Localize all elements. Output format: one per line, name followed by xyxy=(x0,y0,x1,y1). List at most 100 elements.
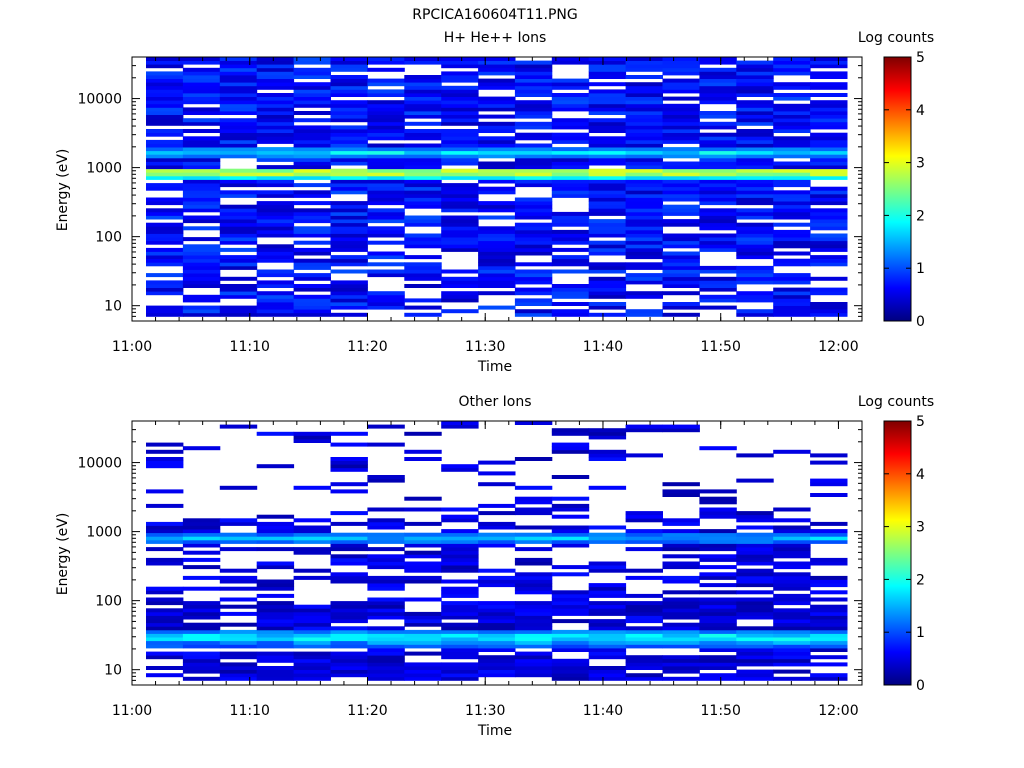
heatmap-cell xyxy=(625,276,663,281)
heatmap-cell xyxy=(662,193,700,198)
heatmap-cell xyxy=(699,640,737,645)
heatmap-cell xyxy=(293,118,331,123)
heatmap-cell xyxy=(810,165,848,170)
heatmap-cell xyxy=(441,183,479,188)
colorbar-tick-label: 4 xyxy=(916,467,925,483)
heatmap-cell xyxy=(146,633,184,638)
heatmap-cell xyxy=(478,175,516,180)
heatmap-cell xyxy=(182,139,221,144)
x-tick-label: 11:00 xyxy=(112,703,152,719)
heatmap-cell xyxy=(699,298,737,303)
heatmap-cell xyxy=(256,529,295,534)
heatmap-cell xyxy=(219,96,258,101)
heatmap-cell xyxy=(146,655,184,660)
heatmap-cell xyxy=(588,485,627,490)
heatmap-cell xyxy=(662,211,700,216)
heatmap-cell xyxy=(514,262,553,267)
heatmap-cell xyxy=(699,294,737,299)
heatmap-cell xyxy=(293,82,331,87)
heatmap-cell xyxy=(182,197,221,202)
heatmap-cell xyxy=(736,161,774,166)
heatmap-cell xyxy=(551,154,590,159)
heatmap-cell xyxy=(625,255,663,260)
heatmap-cell xyxy=(441,208,479,213)
heatmap-cell xyxy=(478,190,516,195)
heatmap-cell xyxy=(625,139,663,144)
heatmap-cell xyxy=(293,547,331,552)
heatmap-cell xyxy=(699,276,737,281)
heatmap-cell xyxy=(810,111,848,115)
heatmap-cell xyxy=(146,640,184,645)
heatmap-cell xyxy=(588,622,627,627)
heatmap-cell xyxy=(662,539,700,544)
heatmap-cell xyxy=(588,626,627,631)
heatmap-cell xyxy=(404,186,442,191)
heatmap-cell xyxy=(146,103,184,108)
heatmap-cell xyxy=(256,637,295,642)
heatmap-cell xyxy=(736,514,774,519)
heatmap-cell xyxy=(441,237,479,242)
heatmap-cell xyxy=(773,168,811,173)
heatmap-cell xyxy=(551,676,590,681)
heatmap-cell xyxy=(404,449,442,454)
heatmap-cell xyxy=(736,168,774,173)
heatmap-cell xyxy=(367,93,405,97)
heatmap-cell xyxy=(256,644,295,649)
heatmap-cell xyxy=(736,550,774,555)
heatmap-cell xyxy=(736,190,774,195)
heatmap-cell xyxy=(441,168,479,173)
heatmap-cell xyxy=(625,615,663,620)
heatmap-cell xyxy=(330,67,368,72)
heatmap-cell xyxy=(441,640,479,645)
heatmap-cell xyxy=(736,532,774,537)
heatmap-cell xyxy=(514,608,553,613)
heatmap-cell xyxy=(182,118,221,123)
heatmap-cell xyxy=(810,139,848,144)
heatmap-cell xyxy=(182,615,221,620)
heatmap-cell xyxy=(441,644,479,649)
heatmap-cell xyxy=(330,57,368,61)
heatmap-cell xyxy=(662,608,700,613)
heatmap-cell xyxy=(146,215,184,220)
heatmap-cell xyxy=(367,132,405,137)
heatmap-cell xyxy=(330,464,368,469)
heatmap-cell xyxy=(367,60,405,65)
heatmap-cell xyxy=(625,608,663,613)
heatmap-cell xyxy=(662,96,700,101)
heatmap-cell xyxy=(219,139,258,144)
heatmap-cell xyxy=(293,183,331,188)
heatmap-cell xyxy=(478,226,516,231)
heatmap-cell xyxy=(551,302,590,306)
heatmap-cell xyxy=(588,89,627,94)
heatmap-cell xyxy=(441,132,479,137)
heatmap-cell xyxy=(699,111,737,115)
heatmap-cell xyxy=(773,107,811,112)
heatmap-cell xyxy=(219,208,258,213)
heatmap-cell xyxy=(182,190,221,195)
heatmap-cell xyxy=(404,237,442,242)
heatmap-cell xyxy=(588,640,627,645)
heatmap-cell xyxy=(662,240,700,245)
heatmap-cell xyxy=(551,428,590,433)
heatmap-cell xyxy=(773,658,811,663)
heatmap-cell xyxy=(736,525,774,530)
heatmap-cell xyxy=(441,666,479,670)
heatmap-cell xyxy=(330,575,368,580)
heatmap-cell xyxy=(256,658,295,663)
heatmap-cell xyxy=(773,601,811,606)
heatmap-cell xyxy=(146,251,184,256)
heatmap-cell xyxy=(367,525,405,530)
heatmap-cell xyxy=(146,262,184,267)
heatmap-cell xyxy=(219,536,258,541)
heatmap-cell xyxy=(588,568,627,573)
heatmap-cell xyxy=(736,118,774,123)
heatmap-cell xyxy=(699,85,737,90)
heatmap-cell xyxy=(441,532,479,537)
heatmap-cell xyxy=(293,633,331,638)
heatmap-cell xyxy=(256,57,295,61)
heatmap-cell xyxy=(773,139,811,144)
heatmap-cell xyxy=(736,633,774,638)
heatmap-cell xyxy=(625,67,663,72)
heatmap-cell xyxy=(478,85,516,90)
heatmap-cell xyxy=(478,273,516,278)
